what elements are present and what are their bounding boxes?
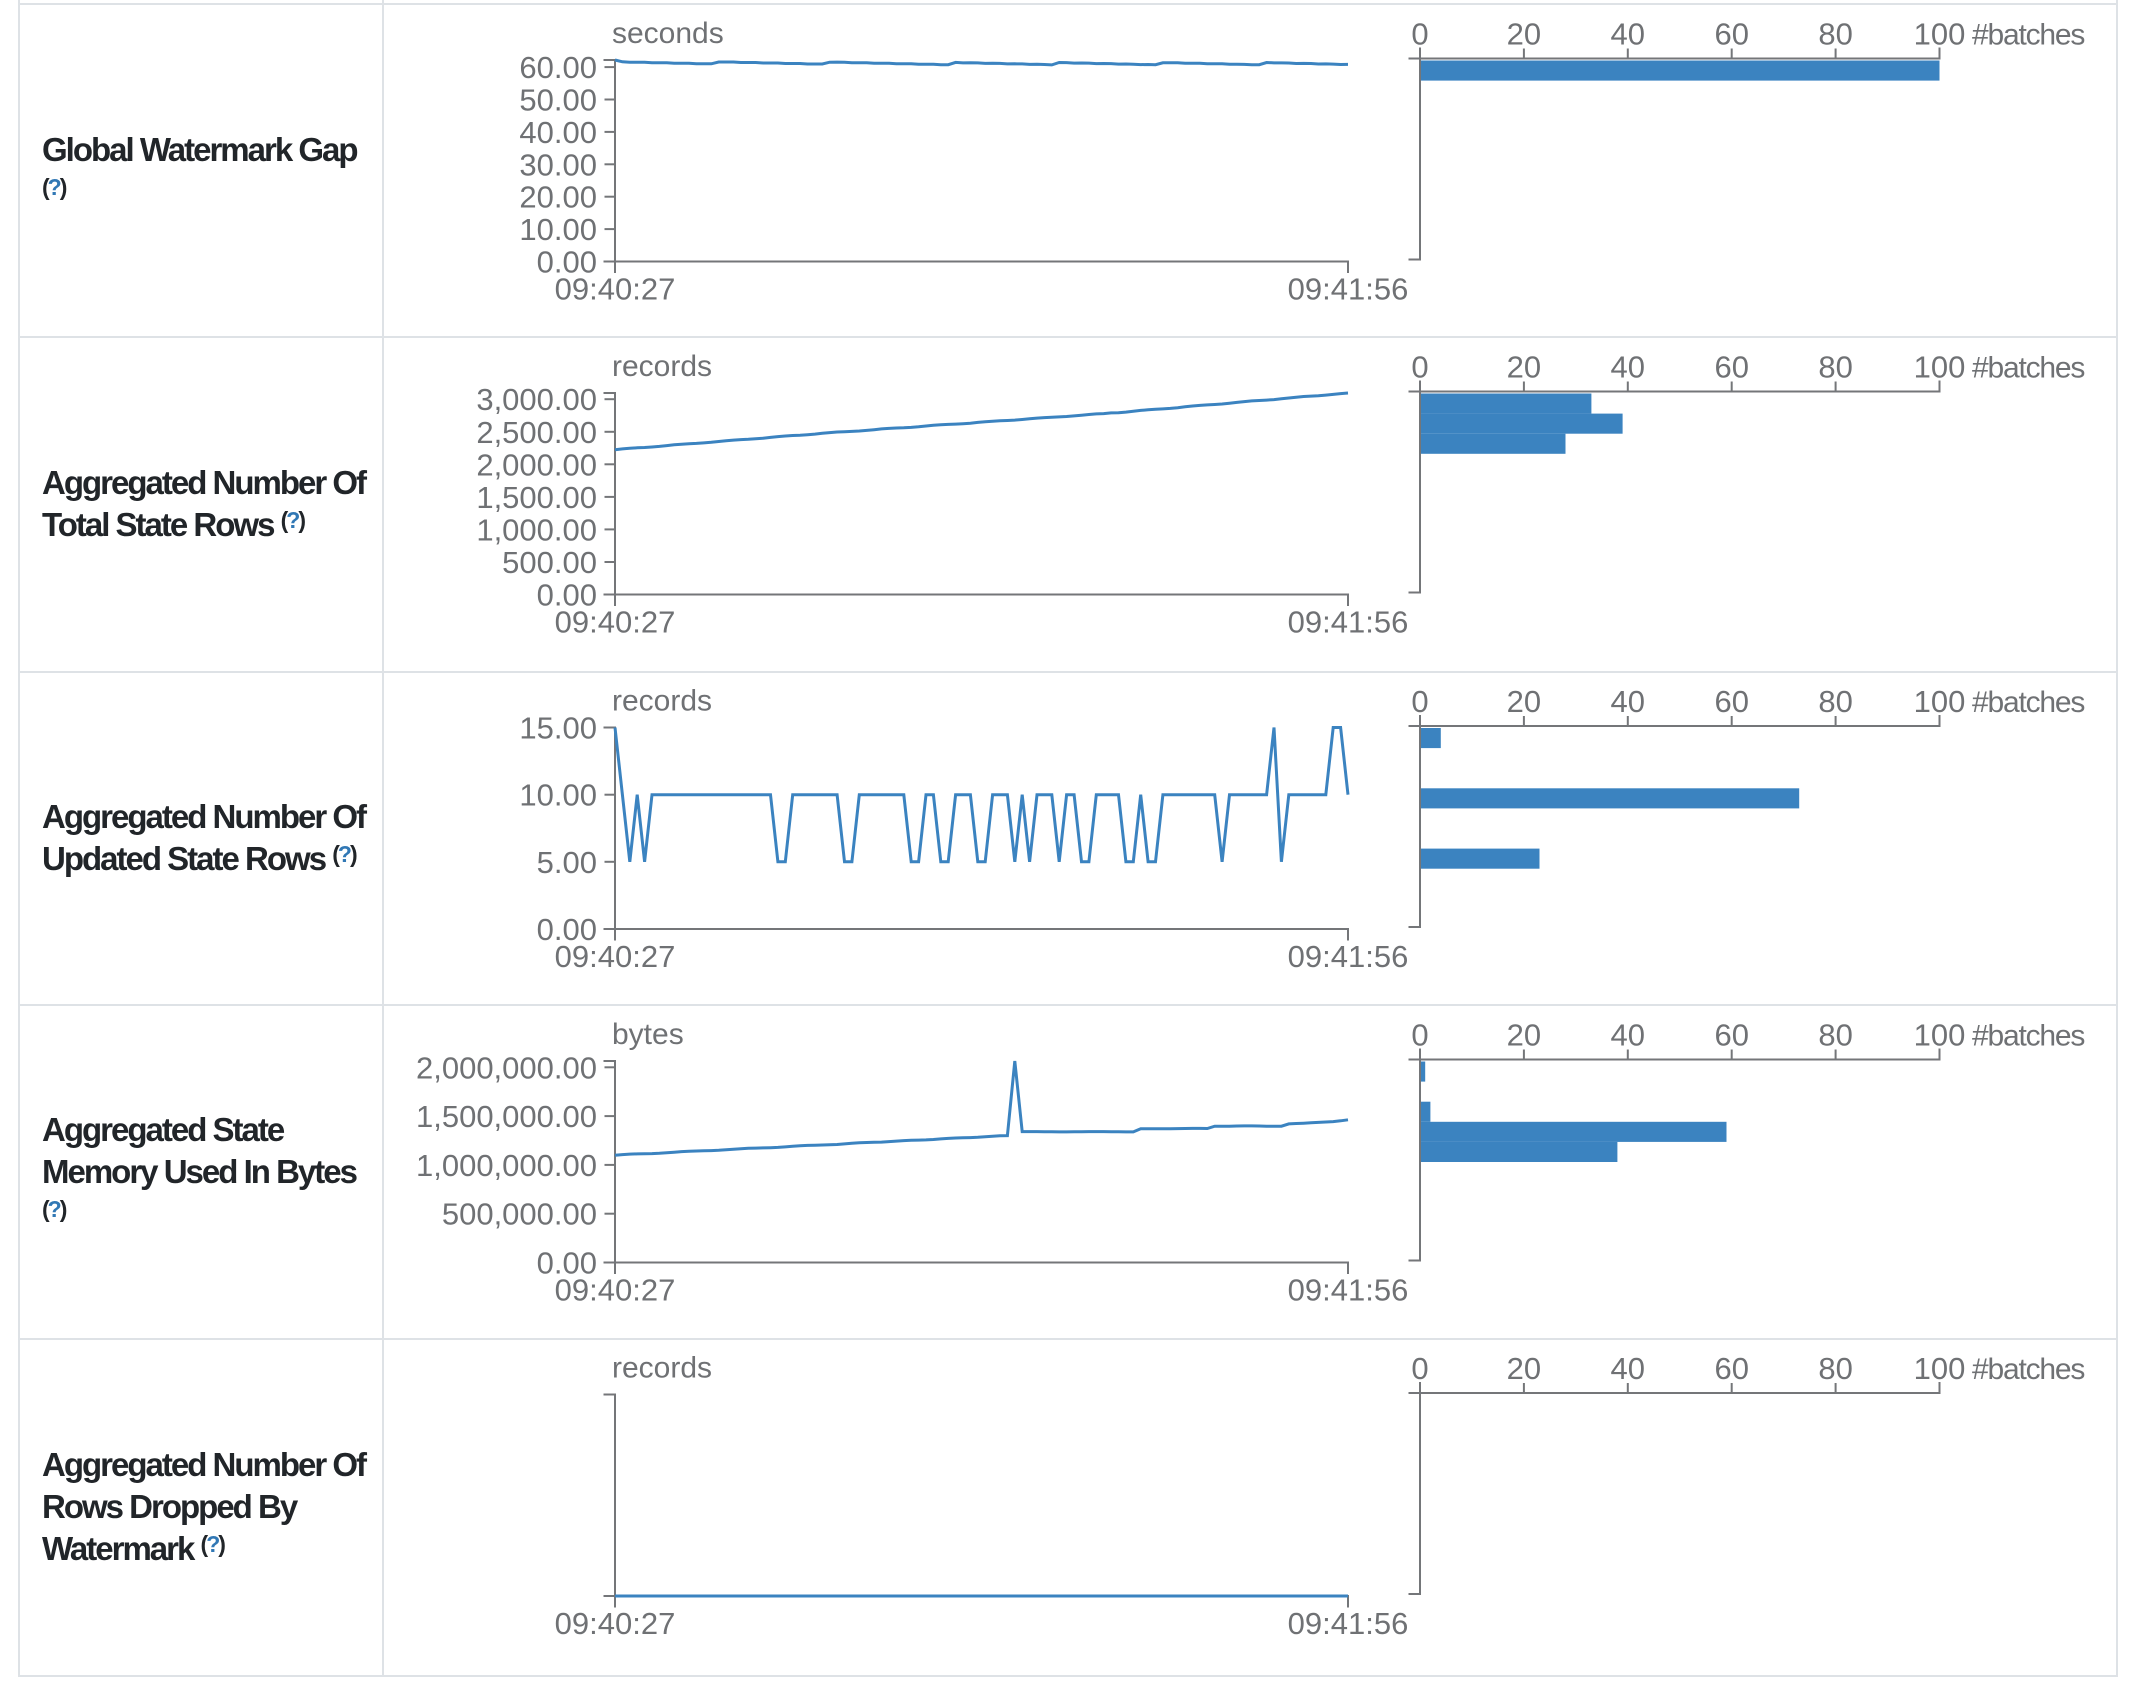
svg-text:3,000.00: 3,000.00: [476, 382, 597, 417]
svg-text:500.00: 500.00: [502, 545, 597, 580]
svg-text:records: records: [612, 685, 712, 718]
svg-text:60: 60: [1714, 350, 1748, 385]
svg-text:09:41:56: 09:41:56: [1288, 1273, 1409, 1308]
svg-text:40: 40: [1611, 17, 1645, 52]
svg-text:09:40:27: 09:40:27: [555, 1606, 676, 1641]
svg-text:30.00: 30.00: [519, 147, 597, 182]
svg-text:20: 20: [1507, 684, 1541, 719]
svg-text:#batches: #batches: [1972, 1020, 2084, 1053]
svg-text:0: 0: [1411, 350, 1428, 385]
svg-text:bytes: bytes: [612, 1018, 684, 1051]
svg-text:0: 0: [1411, 17, 1428, 52]
svg-text:80: 80: [1818, 1351, 1852, 1386]
svg-text:0: 0: [1411, 1351, 1428, 1386]
svg-text:60: 60: [1714, 684, 1748, 719]
svg-text:60: 60: [1714, 1351, 1748, 1386]
svg-text:09:41:56: 09:41:56: [1288, 1606, 1409, 1641]
svg-text:0: 0: [1411, 684, 1428, 719]
svg-text:2,000.00: 2,000.00: [476, 447, 597, 482]
svg-text:100: 100: [1914, 350, 1966, 385]
svg-text:40: 40: [1611, 684, 1645, 719]
svg-text:records: records: [612, 350, 712, 383]
svg-text:40.00: 40.00: [519, 115, 597, 150]
svg-text:60: 60: [1714, 1018, 1748, 1053]
svg-text:0.00: 0.00: [537, 578, 597, 613]
svg-text:100: 100: [1914, 17, 1966, 52]
svg-text:2,500.00: 2,500.00: [476, 415, 597, 450]
svg-text:20.00: 20.00: [519, 180, 597, 215]
svg-text:40: 40: [1611, 1018, 1645, 1053]
svg-text:10.00: 10.00: [519, 212, 597, 247]
svg-text:20: 20: [1507, 1018, 1541, 1053]
svg-text:60: 60: [1714, 17, 1748, 52]
svg-text:2,000,000.00: 2,000,000.00: [416, 1050, 597, 1085]
svg-text:09:40:27: 09:40:27: [555, 939, 676, 974]
svg-text:0: 0: [1411, 1018, 1428, 1053]
svg-text:80: 80: [1818, 350, 1852, 385]
svg-text:09:40:27: 09:40:27: [555, 272, 676, 307]
svg-text:09:40:27: 09:40:27: [555, 1273, 676, 1308]
svg-text:80: 80: [1818, 684, 1852, 719]
svg-text:0.00: 0.00: [537, 912, 597, 947]
svg-text:09:41:56: 09:41:56: [1288, 939, 1409, 974]
svg-text:500,000.00: 500,000.00: [442, 1197, 597, 1232]
svg-text:#batches: #batches: [1972, 686, 2084, 719]
svg-text:5.00: 5.00: [537, 845, 597, 880]
svg-text:seconds: seconds: [612, 17, 724, 50]
svg-text:80: 80: [1818, 17, 1852, 52]
svg-text:20: 20: [1507, 350, 1541, 385]
svg-text:20: 20: [1507, 1351, 1541, 1386]
svg-text:15.00: 15.00: [519, 711, 597, 746]
svg-text:1,000.00: 1,000.00: [476, 512, 597, 547]
svg-text:0.00: 0.00: [537, 1246, 597, 1281]
svg-text:10.00: 10.00: [519, 778, 597, 813]
svg-text:1,000,000.00: 1,000,000.00: [416, 1148, 597, 1183]
svg-text:40: 40: [1611, 350, 1645, 385]
svg-text:100: 100: [1914, 684, 1966, 719]
svg-text:20: 20: [1507, 17, 1541, 52]
svg-text:50.00: 50.00: [519, 83, 597, 118]
svg-text:09:41:56: 09:41:56: [1288, 272, 1409, 307]
svg-text:1,500.00: 1,500.00: [476, 480, 597, 515]
svg-text:09:40:27: 09:40:27: [555, 605, 676, 640]
svg-text:#batches: #batches: [1972, 1353, 2084, 1386]
svg-text:100: 100: [1914, 1018, 1966, 1053]
svg-text:09:41:56: 09:41:56: [1288, 605, 1409, 640]
svg-text:1,500,000.00: 1,500,000.00: [416, 1099, 597, 1134]
svg-text:60.00: 60.00: [519, 50, 597, 85]
svg-text:80: 80: [1818, 1018, 1852, 1053]
svg-text:100: 100: [1914, 1351, 1966, 1386]
svg-text:#batches: #batches: [1972, 352, 2084, 385]
svg-text:0.00: 0.00: [537, 245, 597, 280]
svg-text:40: 40: [1611, 1351, 1645, 1386]
svg-text:#batches: #batches: [1972, 19, 2084, 52]
svg-text:records: records: [612, 1352, 712, 1385]
